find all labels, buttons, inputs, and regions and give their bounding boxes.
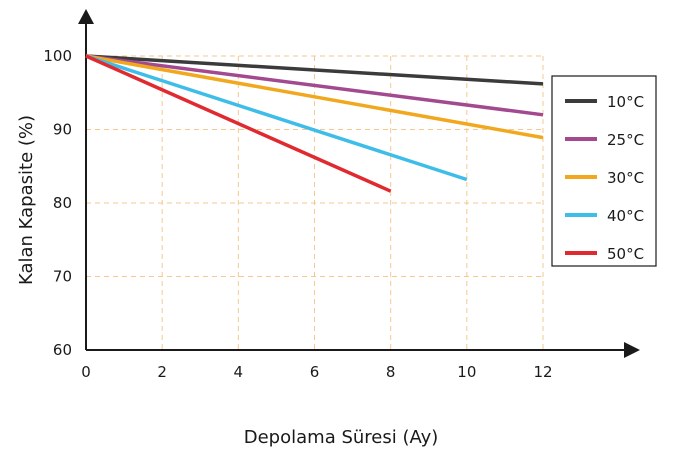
series-line-25c — [85, 54, 544, 117]
y-tick-label: 70 — [53, 268, 72, 286]
x-tick-label: 8 — [386, 363, 396, 381]
legend: 10°C 25°C 30°C 40°C 50°C — [551, 75, 657, 267]
x-tick-label: 12 — [533, 363, 552, 381]
legend-label: 40°C — [607, 207, 644, 225]
legend-label: 10°C — [607, 93, 644, 111]
legend-box — [551, 75, 657, 267]
y-tick-label: 80 — [53, 194, 72, 212]
series-lines — [85, 54, 544, 193]
grid — [86, 55, 544, 350]
x-axis-arrow — [624, 342, 640, 358]
series-line-50c — [85, 54, 392, 193]
x-tick-label: 2 — [157, 363, 167, 381]
series-line-40c — [85, 54, 468, 182]
x-tick-label: 4 — [234, 363, 244, 381]
y-tick-label: 60 — [53, 341, 72, 359]
series-line-30c — [85, 54, 544, 140]
y-axis-arrow — [78, 9, 94, 24]
x-tick-label: 6 — [310, 363, 320, 381]
y-tick-label: 90 — [53, 121, 72, 139]
y-tick-label: 100 — [43, 47, 72, 65]
tick-labels: 0 2 4 6 8 10 12 60 70 80 90 100 — [43, 47, 552, 381]
legend-label: 30°C — [607, 169, 644, 187]
x-axis-title: Depolama Süresi (Ay) — [244, 427, 439, 448]
x-tick-label: 10 — [457, 363, 476, 381]
x-tick-label: 0 — [81, 363, 91, 381]
legend-label: 50°C — [607, 245, 644, 263]
y-axis-title: Kalan Kapasite (%) — [16, 115, 37, 285]
axes — [78, 9, 640, 358]
legend-label: 25°C — [607, 131, 644, 149]
series-line-10c — [85, 54, 544, 86]
